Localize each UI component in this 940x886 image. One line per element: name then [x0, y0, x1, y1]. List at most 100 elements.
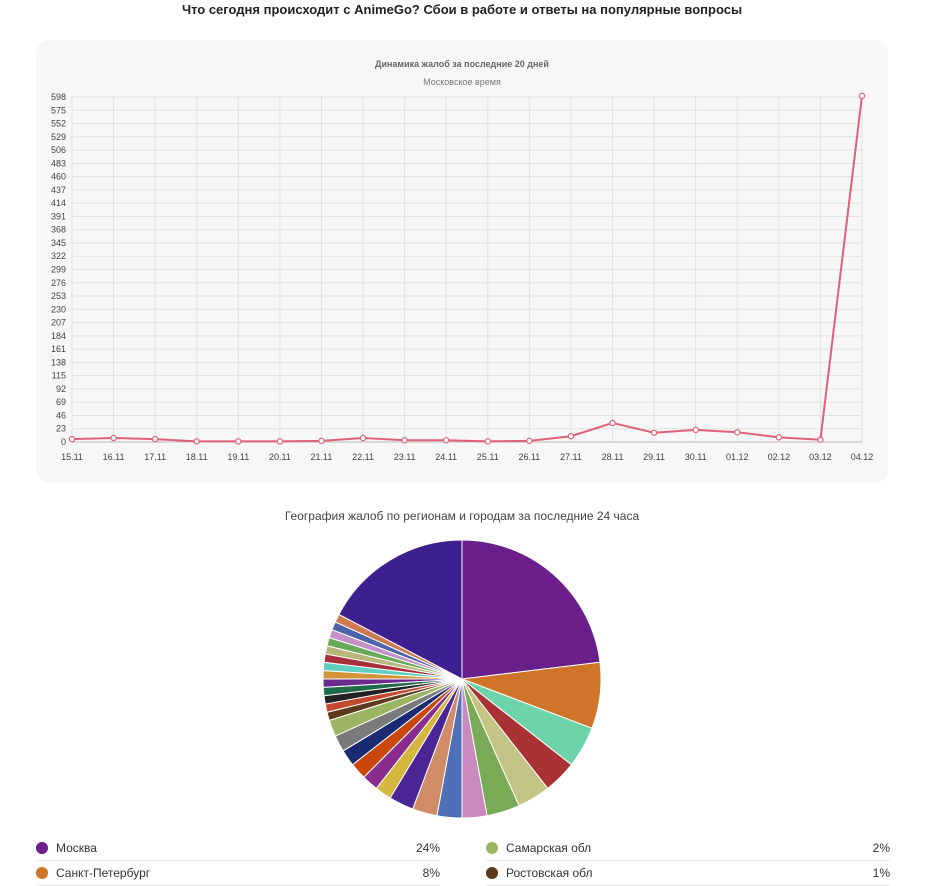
x-tick-label: 24.11 [435, 452, 457, 462]
legend-percent: 8% [422, 866, 440, 880]
legend-percent: 24% [415, 841, 440, 855]
y-tick-label: 345 [51, 238, 66, 248]
data-point [650, 429, 658, 436]
y-tick-label: 23 [56, 424, 66, 434]
data-point [775, 434, 783, 441]
pie-slice [375, 678, 463, 799]
data-point [817, 436, 824, 443]
pie-slice [436, 678, 463, 819]
data-point [151, 435, 159, 443]
legend-color-dot [36, 842, 48, 854]
x-tick-label: 23.11 [394, 452, 416, 462]
x-tick-label: 16.11 [103, 452, 125, 462]
legend-item[interactable]: Самарская обл 2% [486, 836, 890, 861]
data-point [443, 437, 450, 444]
pie-slice [328, 678, 463, 737]
pie-slice [461, 678, 549, 807]
pie-slice [412, 678, 463, 817]
x-tick-label: 18.11 [186, 452, 208, 462]
data-point [193, 438, 200, 445]
y-tick-label: 230 [51, 304, 66, 314]
data-point [276, 438, 284, 445]
x-tick-label: 02.12 [768, 452, 791, 462]
y-tick-label: 253 [51, 291, 66, 301]
pie-slice [322, 678, 463, 688]
x-tick-label: 27.11 [560, 452, 582, 462]
y-tick-label: 276 [51, 278, 66, 288]
legend-left-column: Москва 24% Санкт-Петербург 8% [36, 836, 440, 886]
pie-slice [461, 678, 593, 766]
y-tick-label: 92 [56, 384, 66, 394]
data-point [110, 434, 117, 442]
data-point [359, 434, 367, 442]
y-tick-label: 460 [51, 172, 66, 182]
pie-slice [351, 678, 463, 778]
legend-item[interactable]: Москва 24% [36, 836, 440, 861]
pie-slice [326, 678, 463, 721]
y-tick-label: 184 [51, 331, 66, 341]
pie-slice [322, 661, 463, 680]
pie-slice [461, 678, 573, 790]
y-tick-label: 391 [51, 211, 66, 221]
pie-chart-title: География жалоб по регионам и городам за… [284, 509, 640, 523]
data-point [858, 92, 866, 100]
pie-slice [322, 678, 463, 697]
pie-slice [331, 621, 463, 680]
y-tick-label: 46 [56, 410, 66, 420]
pie-slice [461, 661, 602, 729]
page-title: Что сегодня происходит с AnimeGo? Сбои в… [181, 2, 743, 17]
y-tick-label: 115 [52, 371, 66, 381]
pie-slice [461, 678, 488, 819]
pie-slice [328, 629, 463, 680]
data-point [68, 435, 76, 443]
x-tick-label: 04.12 [851, 452, 874, 462]
series-line [71, 95, 863, 443]
y-tick-label: 414 [51, 198, 66, 208]
pie-slice [338, 539, 463, 680]
y-tick-label: 299 [51, 265, 66, 275]
pie-slice [461, 539, 601, 680]
pie-slice [363, 678, 463, 790]
y-tick-label: 506 [51, 145, 66, 155]
y-tick-label: 322 [51, 251, 66, 261]
pie-slice [461, 678, 520, 817]
pie-slice [323, 653, 463, 680]
y-tick-label: 598 [51, 92, 66, 102]
x-tick-label: 25.11 [477, 452, 499, 462]
legend-item[interactable]: Ростовская обл 1% [486, 861, 890, 886]
pie-slice [342, 678, 463, 766]
x-tick-label: 19.11 [227, 452, 249, 462]
pie-slice [322, 670, 463, 680]
y-tick-label: 138 [51, 357, 66, 367]
data-point [235, 438, 242, 445]
x-tick-label: 21.11 [311, 452, 333, 462]
x-tick-label: 22.11 [352, 452, 374, 462]
data-point [734, 428, 741, 436]
x-tick-label: 03.12 [809, 452, 832, 462]
data-point [401, 437, 408, 444]
legend-label: Самарская обл [506, 841, 592, 855]
data-point [484, 438, 491, 445]
legend-item[interactable]: Санкт-Петербург 8% [36, 861, 440, 886]
line-chart-subtitle: Московское время [423, 77, 501, 87]
pie-slice [324, 645, 463, 680]
x-tick-label: 26.11 [518, 452, 540, 462]
legend-percent: 2% [872, 841, 890, 855]
pie-slice [323, 678, 463, 705]
x-tick-label: 15.11 [61, 452, 83, 462]
complaints-line-chart: Динамика жалоб за последние 20 дней Моско… [51, 59, 874, 462]
x-tick-label: 01.12 [726, 452, 749, 462]
x-tick-label: 28.11 [602, 452, 624, 462]
x-tick-label: 29.11 [643, 452, 665, 462]
y-tick-label: 161 [51, 344, 66, 354]
legend-right-column: Самарская обл 2% Ростовская обл 1% [486, 836, 890, 886]
y-tick-label: 69 [56, 397, 66, 407]
pie-slice [334, 678, 463, 752]
legend-color-dot [486, 842, 498, 854]
pie-slice [334, 613, 463, 680]
pie-slice [326, 637, 463, 680]
y-tick-label: 529 [51, 132, 66, 142]
legend-label: Санкт-Петербург [56, 866, 151, 880]
y-tick-label: 483 [51, 158, 66, 168]
data-point [318, 437, 325, 445]
